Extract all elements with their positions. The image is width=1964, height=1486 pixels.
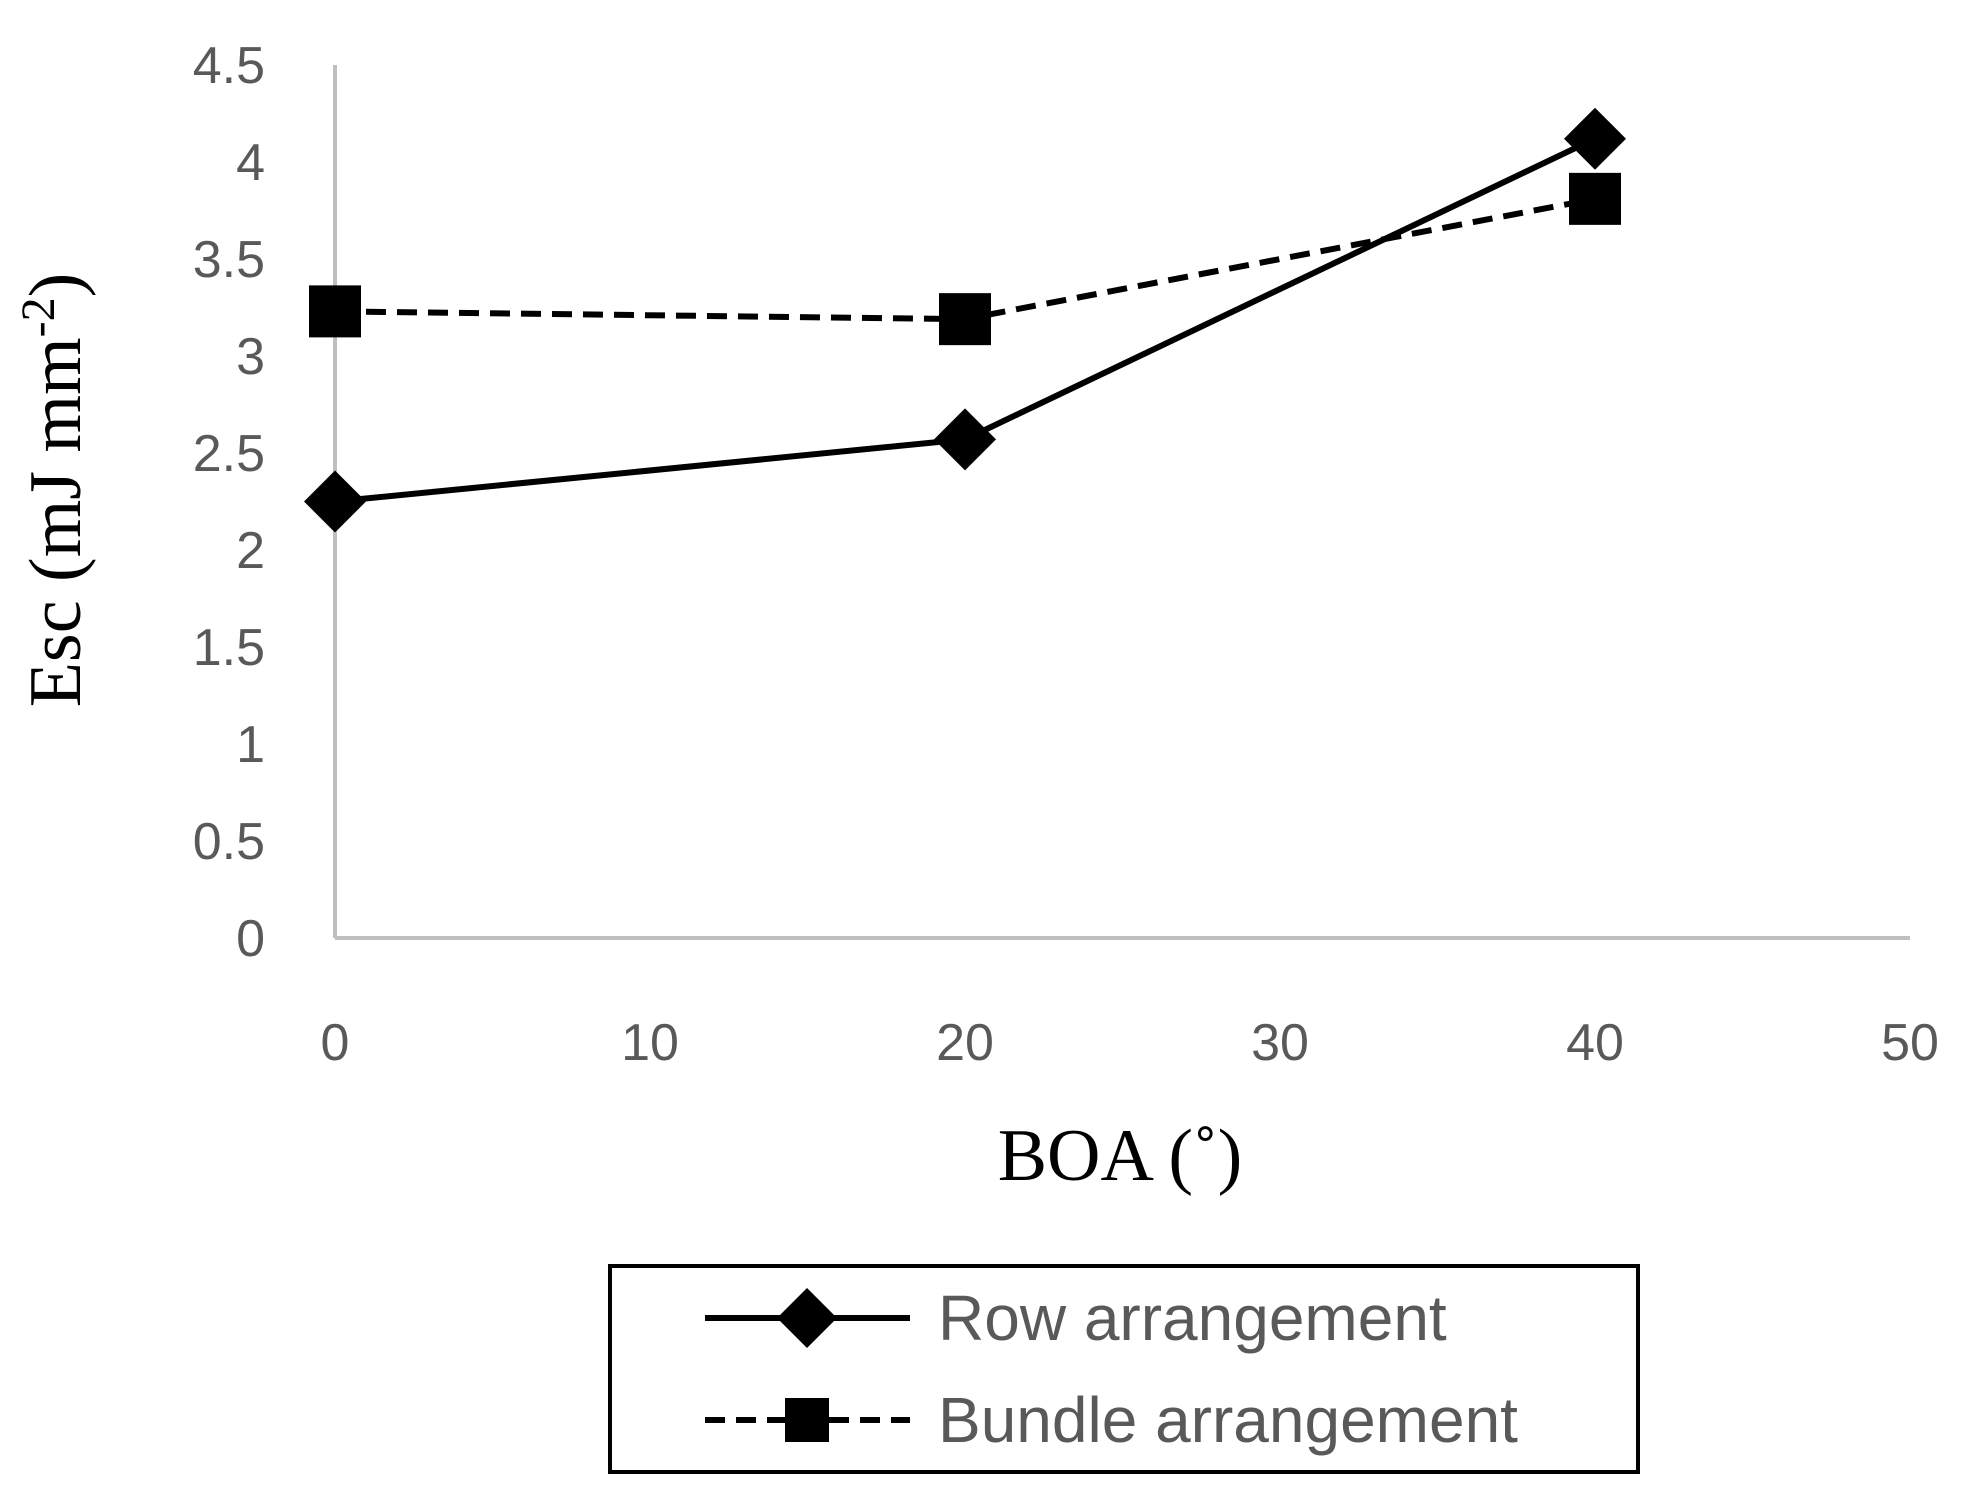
legend-box — [608, 1264, 1640, 1474]
x-axis-title: BOA (˚) — [998, 1115, 1243, 1197]
y-axis-title-sup: -2 — [12, 297, 65, 337]
y-tick-label: 1 — [236, 716, 265, 774]
legend-bundle-marker — [785, 1398, 829, 1442]
x-tick-label: 40 — [1566, 1014, 1624, 1072]
x-tick-label: 0 — [321, 1014, 350, 1072]
row-arrangement-point — [304, 470, 366, 533]
bundle-arrangement-point — [1569, 172, 1621, 225]
y-tick-label: 1.5 — [193, 619, 265, 677]
y-tick-label: 4.5 — [193, 37, 265, 95]
y-axis-title-main: Esc (mJ mm — [15, 337, 97, 707]
legend-row-label: Row arrangement — [938, 1282, 1447, 1354]
y-tick-label: 0.5 — [193, 813, 265, 871]
y-tick-label: 2.5 — [193, 425, 265, 483]
y-tick-label: 3 — [236, 328, 265, 386]
y-tick-label: 3.5 — [193, 231, 265, 289]
y-axis-title: Esc (mJ mm-2) — [12, 273, 97, 708]
y-tick-label: 0 — [236, 910, 265, 968]
x-tick-label: 50 — [1881, 1014, 1939, 1072]
x-tick-labels: 0 10 20 30 40 50 — [321, 1014, 1939, 1072]
legend-row-marker — [777, 1288, 837, 1348]
x-tick-label: 10 — [621, 1014, 679, 1072]
y-tick-labels: 0 0.5 1 1.5 2 2.5 3 3.5 4 4.5 — [193, 37, 265, 968]
x-tick-label: 30 — [1251, 1014, 1309, 1072]
x-tick-label: 20 — [936, 1014, 994, 1072]
y-axis-title-close: ) — [15, 273, 97, 298]
legend-bundle-label: Bundle arrangement — [938, 1384, 1518, 1456]
series-group — [304, 107, 1626, 533]
row-arrangement-point — [934, 408, 996, 471]
bundle-arrangement-point — [939, 293, 991, 346]
y-tick-label: 2 — [236, 522, 265, 580]
y-tick-label: 4 — [236, 134, 265, 192]
legend: Row arrangement Bundle arrangement — [608, 1264, 1640, 1474]
bundle-arrangement-point — [309, 285, 361, 338]
axes — [333, 65, 1910, 940]
row-arrangement-point — [1564, 107, 1626, 170]
